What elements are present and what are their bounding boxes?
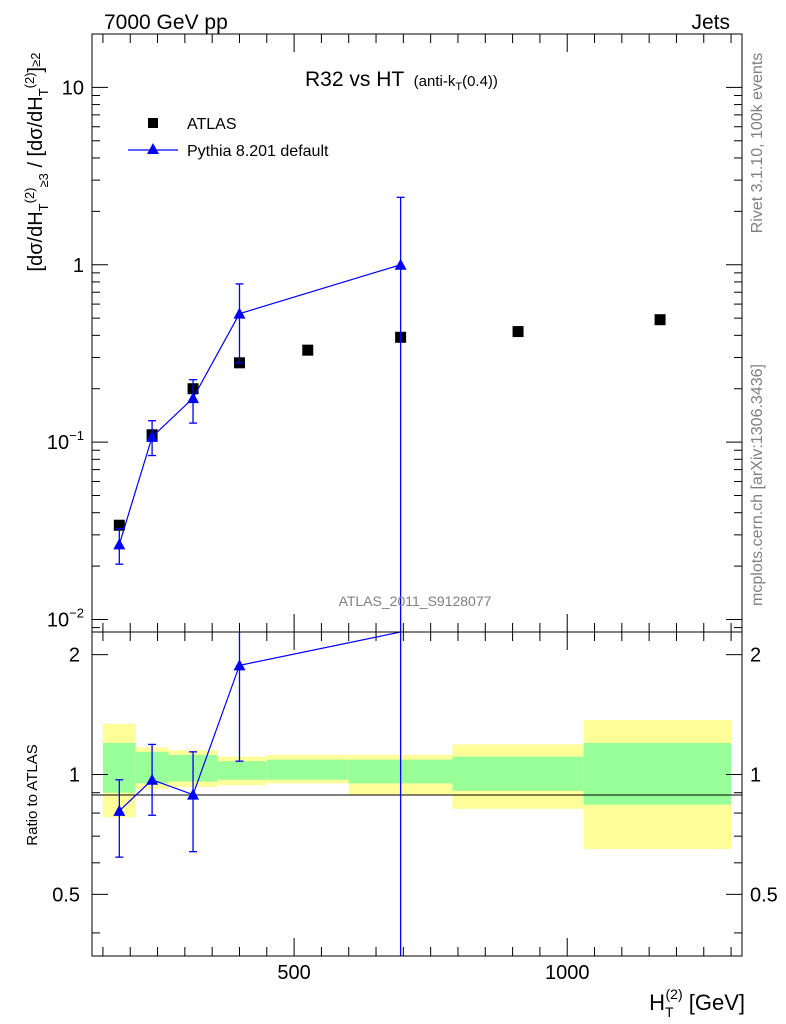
rivet-version-label: Rivet 3.1.10, 100k events xyxy=(749,53,766,234)
ratio-band-inner xyxy=(217,761,267,780)
svg-text:[dσ/dHT(2)≥3 / [dσ/dHT(2)]≥2: [dσ/dHT(2)≥3 / [dσ/dHT(2)]≥2 xyxy=(22,53,51,272)
ratio-series xyxy=(113,631,402,956)
main-title: R32 vs HT (anti-kT(0.4)) xyxy=(305,68,498,93)
main-ytick-label: 10−1 xyxy=(47,428,84,454)
ratio-bands xyxy=(102,720,732,849)
legend-atlas-marker xyxy=(148,118,158,128)
ratio-xlabel: HT(2) [GeV] xyxy=(649,986,745,1020)
legend-pythia-label: Pythia 8.201 default xyxy=(187,143,329,160)
pythia-point xyxy=(113,538,126,550)
main-ylabel: [dσ/dHT(2)≥3 / [dσ/dHT(2)]≥2 xyxy=(22,53,51,272)
atlas-point xyxy=(113,519,125,531)
main-ytick-label: 10−2 xyxy=(47,605,84,631)
ratio-ytick-label-right: 1 xyxy=(750,764,761,786)
ratio-ytick-label-left: 1 xyxy=(69,764,80,786)
ratio-pythia-point xyxy=(146,773,159,785)
pythia-point xyxy=(233,307,246,319)
atlas-point xyxy=(302,344,314,356)
main-title-suffix-tail: (0.4)) xyxy=(462,73,498,90)
svg-text:HT(2) [GeV]: HT(2) [GeV] xyxy=(649,986,745,1020)
pythia-line xyxy=(118,264,401,545)
legend: ATLAS Pythia 8.201 default xyxy=(128,116,329,160)
atlas-point xyxy=(512,326,524,338)
main-panel: 10 1 10−1 10−2 R32 vs HT (anti-kT(0.4)) ATL… xyxy=(22,33,743,633)
ratio-panel: 0.5 0.5 1 1 2 2 500 1000 Ratio to ATLAS HT(2) [… xyxy=(24,631,778,1020)
watermark: ATLAS_2011_S9128077 xyxy=(339,593,492,609)
atlas-point xyxy=(654,314,666,326)
ratio-band-inner xyxy=(266,759,349,780)
ratio-ylabel: Ratio to ATLAS xyxy=(24,744,41,845)
pythia-point xyxy=(187,392,200,404)
ratio-band-inner xyxy=(452,756,584,791)
ratio-xtick-label: 1000 xyxy=(545,962,590,984)
legend-pythia-marker xyxy=(147,143,159,154)
legend-atlas-label: ATLAS xyxy=(187,116,237,133)
ratio-ytick-label-right: 2 xyxy=(750,645,761,667)
main-ticks: 10 1 10−1 10−2 xyxy=(47,33,742,632)
header-left: 7000 GeV pp xyxy=(104,11,228,34)
ratio-pythia-point xyxy=(233,659,246,671)
ratio-ticks: 0.5 0.5 1 1 2 2 500 1000 xyxy=(52,632,778,984)
ratio-ytick-label-right: 0.5 xyxy=(750,884,778,906)
main-title-suffix: (anti-k xyxy=(414,73,456,90)
ratio-pythia-point xyxy=(187,788,200,800)
ratio-ytick-label-left: 2 xyxy=(69,645,80,667)
main-title-suffix-sub: T xyxy=(455,81,462,93)
ratio-band-inner xyxy=(583,742,732,805)
main-title-text: R32 vs HT xyxy=(305,68,404,91)
main-ytick-label: 1 xyxy=(73,255,84,277)
ratio-xtick-label: 500 xyxy=(277,962,310,984)
mcplots-label: mcplots.cern.ch [arXiv:1306.3436] xyxy=(749,364,766,606)
main-series xyxy=(113,196,666,632)
main-ytick-label: 10 xyxy=(62,77,84,99)
pythia-point xyxy=(146,430,159,442)
ratio-ytick-label-left: 0.5 xyxy=(52,884,80,906)
ratio-pythia-point xyxy=(113,804,126,816)
ratio-frame xyxy=(91,631,743,957)
pythia-point xyxy=(394,258,407,270)
header-right: Jets xyxy=(691,11,730,34)
